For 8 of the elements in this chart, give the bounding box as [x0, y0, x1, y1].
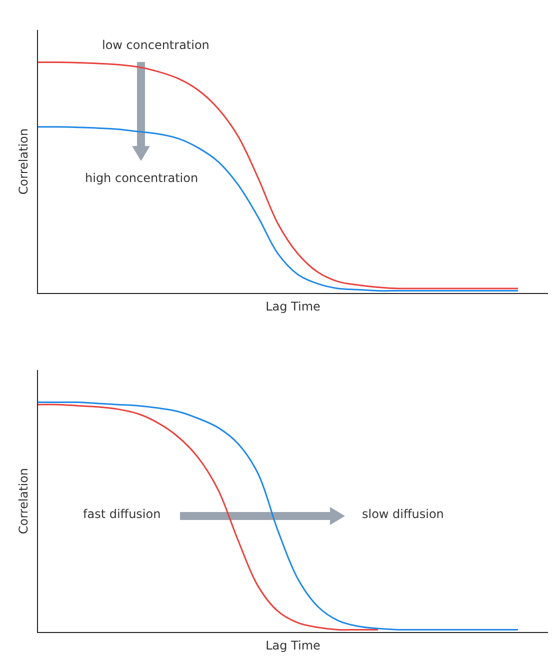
x-axis-title: Lag Time [266, 299, 320, 314]
annotation: fast diffusion [83, 507, 161, 521]
y-axis-title: Correlation [16, 128, 30, 195]
text: low concentration [102, 38, 210, 52]
x-axis-title: Lag Time [266, 638, 320, 652]
y-axis-title: Correlation [16, 468, 30, 534]
annotation: slow diffusion [362, 507, 444, 521]
annotation: high concentration [85, 171, 198, 185]
